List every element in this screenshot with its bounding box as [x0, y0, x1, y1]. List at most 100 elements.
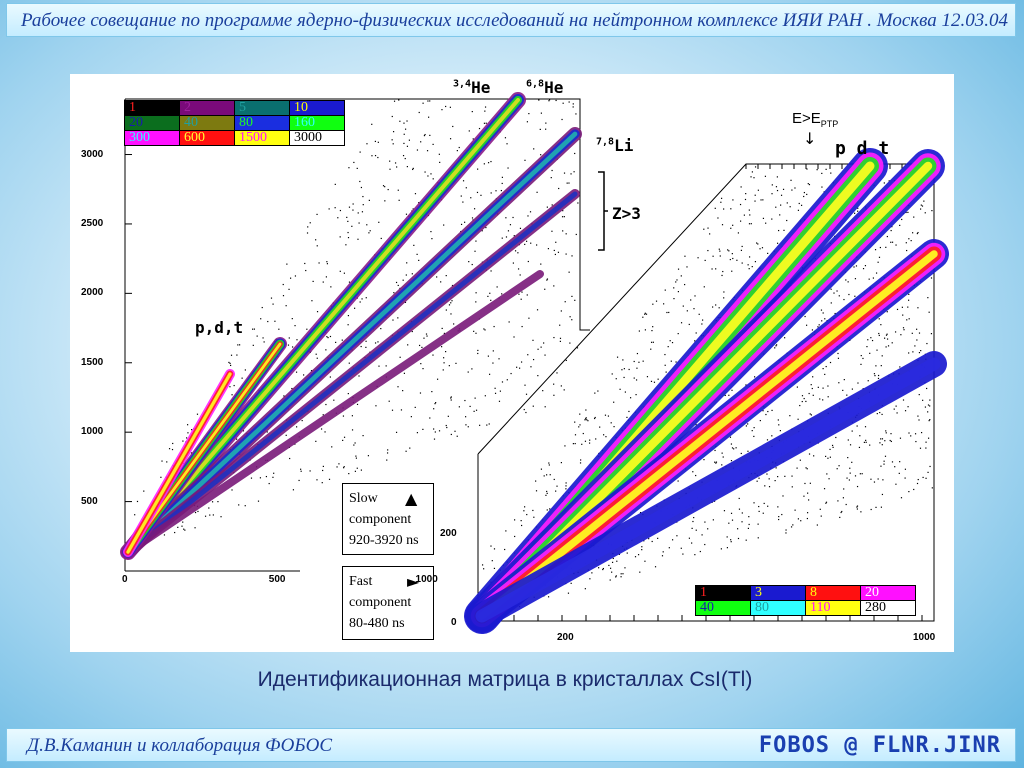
scatter-point: [920, 350, 922, 352]
scatter-point: [642, 360, 644, 362]
scatter-point: [527, 215, 529, 217]
scatter-point: [347, 231, 349, 234]
scatter-point: [487, 162, 490, 164]
legend-cell: 3000: [289, 130, 345, 146]
scatter-point: [609, 567, 612, 569]
scatter-point: [607, 415, 610, 417]
scatter-point: [911, 332, 913, 334]
scatter-point: [527, 354, 529, 356]
scatter-point: [533, 148, 535, 150]
scatter-point: [780, 194, 783, 196]
scatter-point: [573, 171, 575, 173]
scatter-point: [368, 232, 370, 234]
scatter-point: [719, 250, 721, 252]
scatter-point: [261, 306, 263, 309]
scatter-point: [422, 428, 424, 430]
scatter-point: [856, 425, 858, 427]
scatter-point: [553, 478, 555, 481]
scatter-point: [448, 304, 451, 306]
scatter-point: [402, 154, 405, 157]
scatter-point: [847, 456, 849, 459]
scatter-point: [758, 505, 760, 508]
scatter-point: [392, 319, 394, 321]
scatter-point: [912, 351, 914, 353]
scatter-point: [429, 100, 431, 102]
scatter-point: [311, 300, 313, 302]
scatter-point: [612, 557, 614, 560]
scatter-point: [341, 339, 343, 341]
scatter-point: [697, 257, 699, 259]
scatter-point: [306, 232, 309, 234]
scatter-point: [483, 568, 485, 570]
scatter-point: [792, 524, 794, 526]
scatter-point: [568, 271, 570, 273]
scatter-point: [907, 406, 909, 408]
scatter-point: [733, 448, 735, 450]
scatter-point: [451, 284, 454, 287]
scatter-point: [721, 452, 723, 454]
scatter-point: [817, 326, 819, 328]
footer-banner: Д.В.Каманин и коллаборация ФОБОС FOBOS @…: [6, 728, 1016, 762]
color-legend-left: 1 2 5 10 20 40 80 160 300 600 1500 3000: [124, 100, 345, 146]
scatter-point: [810, 414, 813, 416]
scatter-point: [877, 377, 880, 380]
scatter-point: [845, 503, 847, 506]
scatter-point: [579, 424, 581, 426]
scatter-point: [635, 394, 637, 396]
scatter-point: [553, 394, 555, 396]
scatter-point: [838, 295, 840, 297]
scatter-point: [300, 468, 302, 470]
scatter-point: [288, 337, 290, 339]
scatter-point: [890, 241, 892, 243]
scatter-point: [584, 588, 586, 590]
x-tick-left: 500: [268, 574, 286, 585]
scatter-point: [473, 208, 476, 210]
scatter-point: [837, 500, 839, 502]
scatter-point: [563, 389, 565, 391]
scatter-point: [385, 365, 387, 367]
scatter-point: [211, 501, 214, 503]
scatter-point: [554, 253, 556, 256]
scatter-point: [910, 240, 912, 242]
scatter-point: [404, 128, 407, 130]
scatter-point: [359, 301, 361, 303]
scatter-point: [450, 313, 452, 315]
scatter-point: [714, 207, 716, 209]
scatter-point: [440, 281, 442, 283]
scatter-point: [798, 202, 800, 205]
scatter-point: [761, 247, 764, 249]
scatter-point: [808, 183, 811, 186]
scatter-point: [562, 210, 564, 212]
scatter-point: [430, 173, 432, 175]
scatter-point: [392, 143, 394, 145]
scatter-point: [927, 297, 929, 299]
scatter-point: [865, 441, 867, 443]
scatter-point: [540, 263, 542, 265]
scatter-point: [550, 177, 552, 179]
scatter-point: [894, 466, 896, 468]
scatter-point: [551, 230, 553, 232]
scatter-point: [346, 216, 348, 219]
scatter-point: [501, 381, 504, 383]
scatter-point: [854, 475, 857, 477]
scatter-point: [824, 373, 826, 376]
scatter-point: [260, 318, 262, 320]
scatter-point: [864, 426, 867, 428]
scatter-point: [310, 370, 313, 372]
scatter-point: [822, 399, 824, 401]
scatter-point: [190, 452, 193, 454]
scatter-point: [367, 455, 370, 457]
scatter-point: [386, 459, 388, 461]
scatter-point: [499, 390, 501, 392]
scatter-point: [803, 195, 805, 198]
scatter-point: [347, 314, 350, 317]
scatter-point: [908, 352, 910, 354]
scatter-point: [881, 493, 884, 496]
scatter-point: [754, 376, 756, 378]
scatter-point: [900, 334, 902, 336]
scatter-point: [418, 344, 421, 347]
scatter-point: [257, 500, 260, 502]
legend-cell: 20: [124, 115, 180, 131]
scatter-point: [384, 186, 386, 188]
scatter-point: [348, 206, 351, 208]
